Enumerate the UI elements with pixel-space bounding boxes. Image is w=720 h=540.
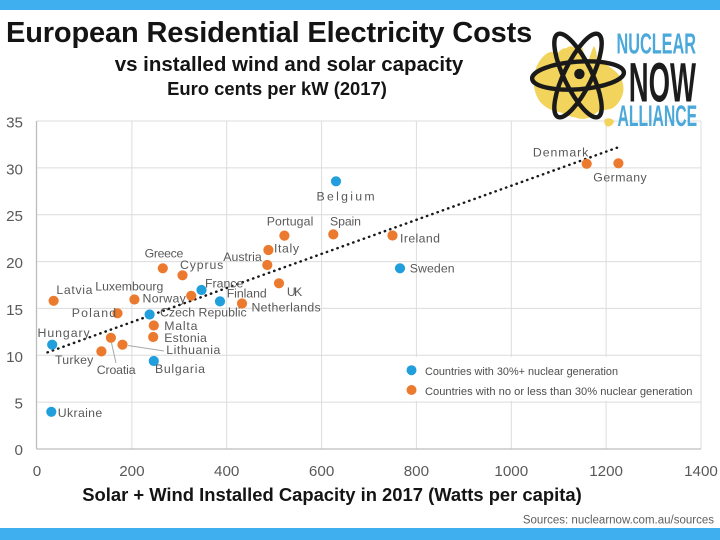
svg-text:Czech Republic: Czech Republic <box>160 306 247 320</box>
svg-text:Netherlands: Netherlands <box>252 301 321 315</box>
svg-text:800: 800 <box>404 463 429 480</box>
svg-text:NUCLEAR: NUCLEAR <box>617 28 697 60</box>
svg-text:Estonia: Estonia <box>164 331 207 345</box>
svg-text:35: 35 <box>6 115 23 132</box>
svg-text:Germany: Germany <box>593 171 647 185</box>
svg-text:Greece: Greece <box>145 247 184 261</box>
svg-text:1200: 1200 <box>589 463 623 480</box>
svg-text:200: 200 <box>119 463 144 480</box>
svg-text:Croatia: Croatia <box>97 363 136 377</box>
svg-text:Norway: Norway <box>143 292 187 306</box>
svg-text:15: 15 <box>6 302 23 319</box>
svg-text:Latvia: Latvia <box>56 283 92 297</box>
svg-text:5: 5 <box>15 396 23 413</box>
svg-text:1000: 1000 <box>494 463 528 480</box>
svg-text:Italy: Italy <box>274 242 300 256</box>
svg-text:NOW: NOW <box>629 52 697 114</box>
svg-text:Lithuania: Lithuania <box>166 343 220 357</box>
svg-text:Ukraine: Ukraine <box>58 406 103 420</box>
svg-text:Bulgaria: Bulgaria <box>155 362 205 376</box>
svg-text:Malta: Malta <box>164 319 197 333</box>
svg-text:0: 0 <box>33 463 41 480</box>
svg-text:400: 400 <box>214 463 239 480</box>
svg-text:1400: 1400 <box>684 463 718 480</box>
svg-text:Ireland: Ireland <box>400 232 440 246</box>
svg-text:Sources: nuclearnow.com.au/sou: Sources: nuclearnow.com.au/sources <box>523 515 714 527</box>
svg-text:France: France <box>205 277 243 291</box>
svg-text:Austria: Austria <box>223 250 262 264</box>
svg-text:UK: UK <box>287 285 303 299</box>
svg-text:600: 600 <box>309 463 334 480</box>
svg-text:Belgium: Belgium <box>317 190 375 204</box>
svg-text:Spain: Spain <box>330 215 361 229</box>
svg-text:25: 25 <box>6 208 23 225</box>
svg-text:Finland: Finland <box>227 287 267 301</box>
svg-text:Cyprus: Cyprus <box>180 258 223 272</box>
svg-text:10: 10 <box>6 349 23 366</box>
svg-text:Luxembourg: Luxembourg <box>95 280 163 294</box>
svg-text:Turkey: Turkey <box>55 353 94 367</box>
svg-text:Sweden: Sweden <box>410 261 455 275</box>
svg-text:Portugal: Portugal <box>267 215 314 229</box>
svg-text:0: 0 <box>15 442 23 459</box>
svg-text:20: 20 <box>6 255 23 272</box>
svg-text:Countries with no or less than: Countries with no or less than 30% nucle… <box>425 386 693 398</box>
svg-text:Poland: Poland <box>72 306 117 320</box>
svg-text:Denmark: Denmark <box>533 146 589 160</box>
svg-text:Solar + Wind Installed Capacit: Solar + Wind Installed Capacity in 2017 … <box>82 484 581 505</box>
svg-text:30: 30 <box>6 161 23 178</box>
svg-text:Hungary: Hungary <box>38 326 91 340</box>
svg-text:Countries with 30%+ nuclear ge: Countries with 30%+ nuclear generation <box>425 366 618 378</box>
svg-text:ALLIANCE: ALLIANCE <box>618 100 698 134</box>
